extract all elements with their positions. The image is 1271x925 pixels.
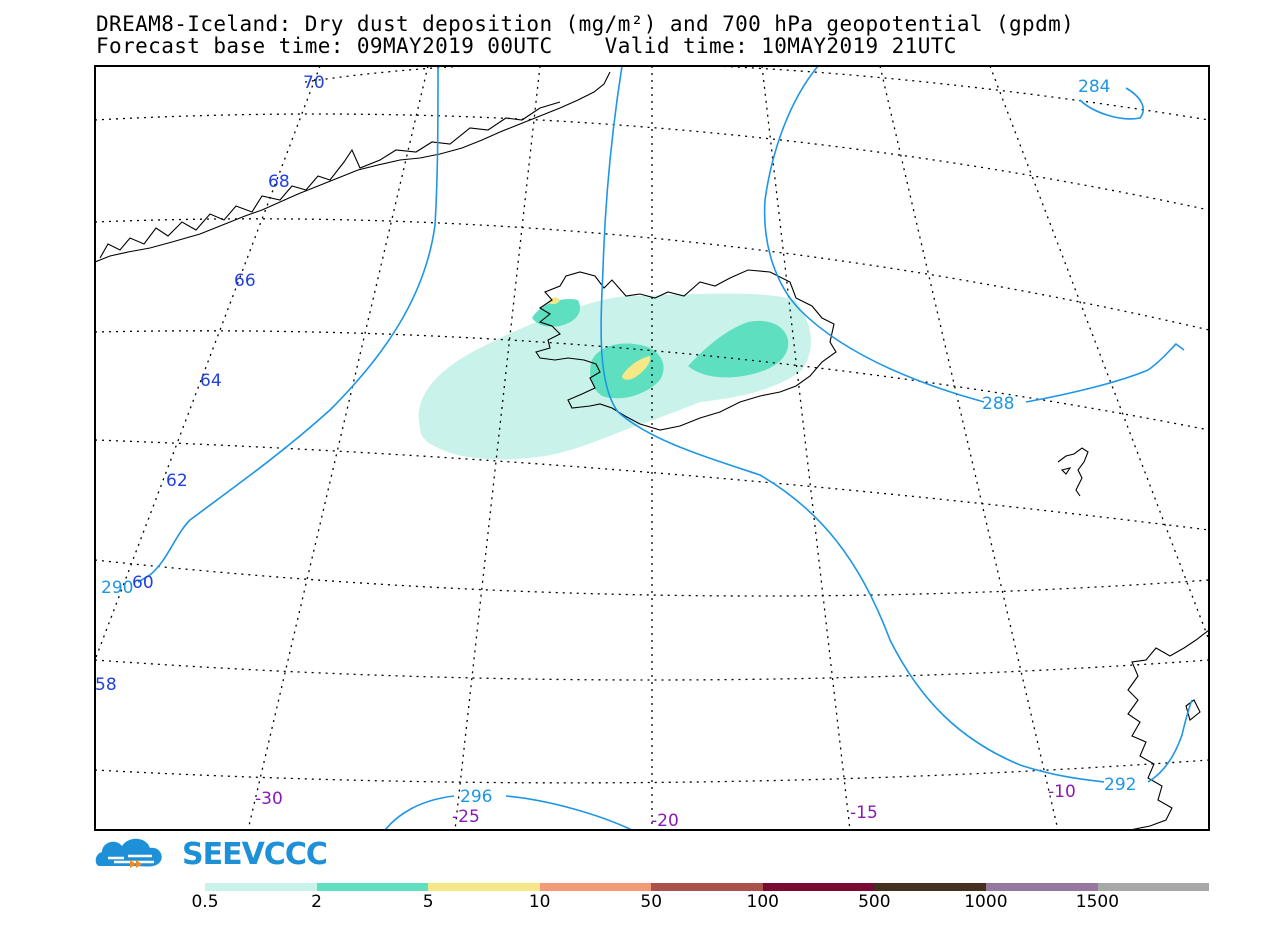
- contour-288-east-tail: [1025, 342, 1185, 403]
- contour-label-292: 292: [1104, 775, 1136, 795]
- longitude-line-10: [879, 66, 1059, 830]
- contour-284: [1079, 87, 1144, 120]
- latitude-label-70: 70: [303, 73, 325, 93]
- legend-label: 1500: [1075, 892, 1120, 912]
- map-frame: [94, 65, 1210, 831]
- legend-label: 5: [422, 892, 434, 912]
- legend-swatch: [539, 883, 652, 891]
- longitude-label-25: -25: [452, 807, 480, 827]
- legend-swatch: [651, 883, 763, 891]
- legend-swatch: [985, 883, 1098, 891]
- dust-mid-west: [532, 298, 580, 327]
- longitude-line-5: [989, 66, 1209, 641]
- legend-swatch: [316, 883, 429, 891]
- legend-label: 0.5: [191, 892, 219, 912]
- latitude-line-68: [95, 113, 1209, 211]
- map-title-line1: DREAM8-Iceland: Dry dust deposition (mg/…: [96, 12, 1075, 36]
- dust-deposition-shading: [418, 293, 811, 460]
- dust-mid-east: [688, 320, 789, 378]
- legend-label: 1000: [964, 892, 1008, 912]
- geopotential-contours: [137, 66, 1193, 830]
- longitude-line-35: [95, 66, 321, 661]
- legend-label: 10: [528, 892, 551, 912]
- contour-label-290: 290: [101, 578, 133, 598]
- graticule: [95, 66, 1209, 830]
- latitude-label-58: 58: [95, 675, 117, 695]
- contour-292: [600, 66, 1105, 783]
- longitude-label-15: -15: [850, 803, 878, 823]
- logo-text: SEEVCCC: [182, 837, 328, 872]
- legend-labels: 0.5 2 5 10 50 100 500 1000 1500: [0, 892, 1271, 914]
- contour-labels: 284 288 290 292 296: [101, 77, 1136, 807]
- longitude-line-30: [247, 66, 429, 830]
- faroe-islands: [1057, 447, 1089, 497]
- legend-swatch: [874, 883, 986, 891]
- latitude-line-64: [95, 330, 1209, 431]
- contour-296: [384, 795, 633, 830]
- latitude-label-68: 68: [268, 172, 290, 192]
- contour-292-tail: [1147, 699, 1193, 783]
- legend-swatch: [205, 883, 317, 891]
- latitude-label-60: 60: [132, 573, 154, 593]
- longitude-line-15: [761, 66, 851, 830]
- contour-label-288: 288: [982, 394, 1014, 414]
- coastlines: [95, 71, 1209, 830]
- greenland-coastline: [95, 71, 611, 263]
- contour-288-east: [763, 66, 985, 403]
- dust-yellow-1: [622, 356, 651, 380]
- greenland-fjords: [99, 101, 561, 259]
- contour-290-west: [137, 66, 439, 583]
- iceland-coastline: [535, 269, 837, 431]
- longitude-label-20: -20: [651, 811, 679, 831]
- latitude-labels: 70 68 66 64 62 60 58: [95, 73, 325, 695]
- map-title-line2: Forecast base time: 09MAY2019 00UTC Vali…: [96, 34, 957, 58]
- legend-label: 500: [858, 892, 891, 912]
- legend-label: 100: [746, 892, 779, 912]
- latitude-line-70: [304, 66, 1209, 121]
- longitude-labels: -30 -25 -20 -15 -10: [255, 782, 1076, 831]
- latitude-label-64: 64: [200, 371, 222, 391]
- legend-label: 50: [640, 892, 663, 912]
- legend-swatch: [428, 883, 540, 891]
- contour-label-284: 284: [1078, 77, 1110, 97]
- longitude-label-10: -10: [1048, 782, 1076, 802]
- cloud-icon: [95, 838, 162, 868]
- legend-label: 2: [311, 892, 322, 912]
- color-legend: [205, 883, 1210, 891]
- latitude-line-62: [95, 439, 1209, 531]
- latitude-label-62: 62: [166, 471, 188, 491]
- norway-coastline: [1127, 629, 1209, 830]
- longitude-label-30: -30: [255, 789, 283, 809]
- legend-swatch: [762, 883, 875, 891]
- contour-label-296: 296: [460, 787, 492, 807]
- latitude-label-66: 66: [234, 271, 256, 291]
- legend-swatch: [1097, 883, 1210, 891]
- seevccc-logo: [95, 838, 162, 868]
